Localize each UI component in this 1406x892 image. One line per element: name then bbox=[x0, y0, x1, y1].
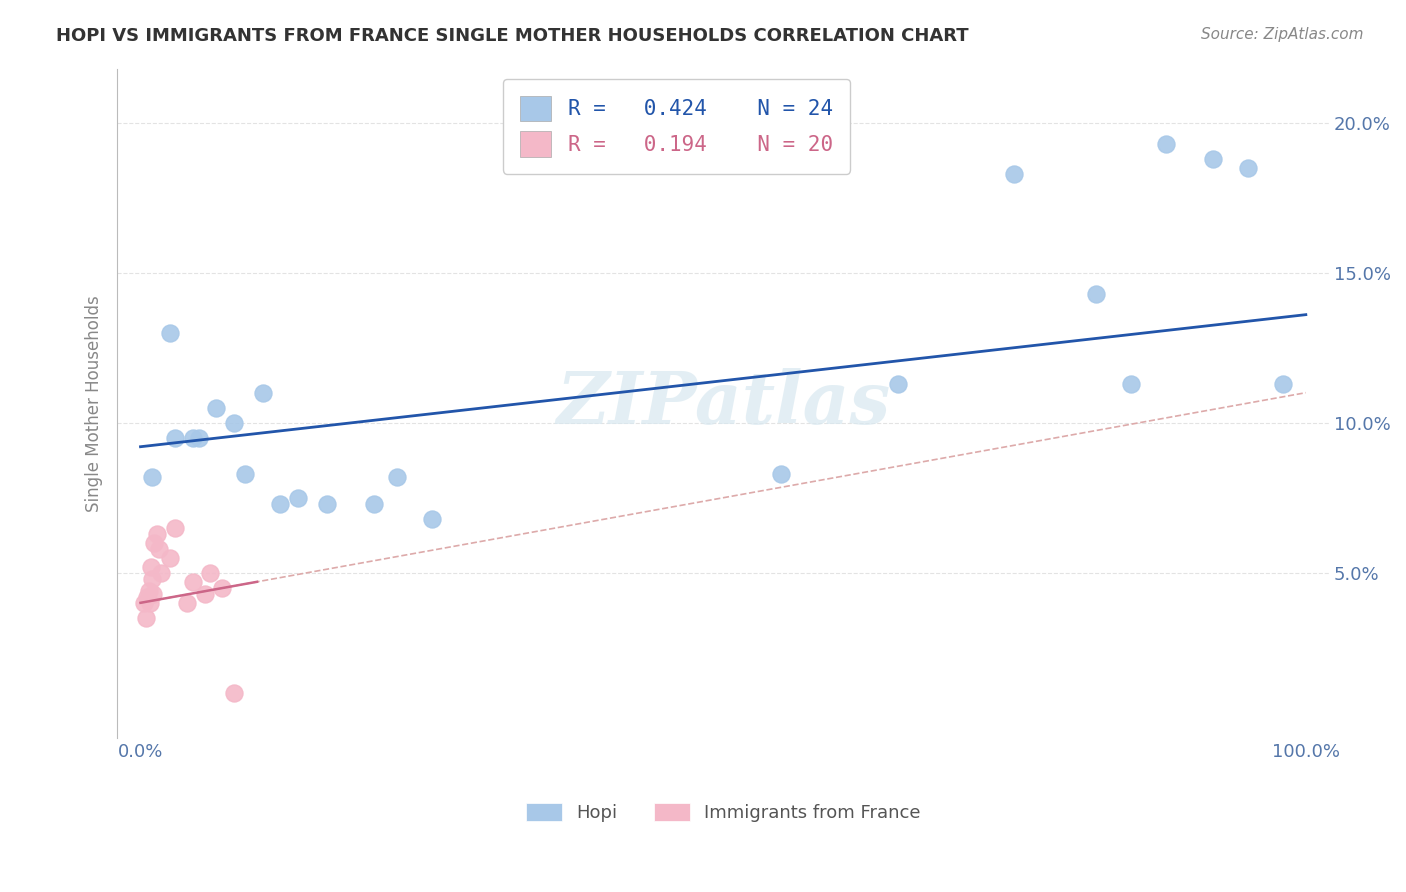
Point bbox=[141, 572, 163, 586]
Point bbox=[1236, 161, 1258, 175]
Point bbox=[205, 401, 228, 415]
Point bbox=[181, 574, 204, 589]
Point bbox=[887, 376, 910, 391]
Point bbox=[1119, 376, 1142, 391]
Point bbox=[159, 326, 181, 340]
Point bbox=[235, 467, 257, 481]
Point bbox=[1201, 152, 1223, 166]
Point bbox=[222, 416, 245, 430]
Text: HOPI VS IMMIGRANTS FROM FRANCE SINGLE MOTHER HOUSEHOLDS CORRELATION CHART: HOPI VS IMMIGRANTS FROM FRANCE SINGLE MO… bbox=[56, 27, 969, 45]
Point bbox=[363, 497, 385, 511]
Point bbox=[141, 469, 163, 483]
Point bbox=[181, 431, 204, 445]
Point bbox=[770, 467, 793, 481]
Point bbox=[187, 431, 209, 445]
Point bbox=[316, 497, 339, 511]
Y-axis label: Single Mother Households: Single Mother Households bbox=[86, 295, 103, 512]
Point bbox=[211, 581, 233, 595]
Point bbox=[135, 611, 157, 625]
Point bbox=[200, 566, 222, 580]
Point bbox=[176, 596, 198, 610]
Legend: Hopi, Immigrants from France: Hopi, Immigrants from France bbox=[517, 794, 929, 831]
Point bbox=[1154, 136, 1177, 151]
Point bbox=[148, 541, 170, 556]
Point bbox=[1271, 376, 1294, 391]
Point bbox=[1004, 167, 1026, 181]
Point bbox=[150, 566, 173, 580]
Point bbox=[142, 587, 165, 601]
Point bbox=[146, 526, 169, 541]
Point bbox=[136, 590, 159, 604]
Point bbox=[138, 583, 160, 598]
Point bbox=[143, 536, 166, 550]
Point bbox=[287, 491, 309, 505]
Point bbox=[132, 596, 155, 610]
Point bbox=[165, 431, 187, 445]
Point bbox=[165, 521, 187, 535]
Point bbox=[139, 559, 162, 574]
Point bbox=[385, 469, 408, 483]
Point bbox=[252, 385, 274, 400]
Point bbox=[159, 550, 181, 565]
Text: Source: ZipAtlas.com: Source: ZipAtlas.com bbox=[1201, 27, 1364, 42]
Point bbox=[222, 686, 245, 700]
Point bbox=[420, 512, 443, 526]
Point bbox=[269, 497, 291, 511]
Text: ZIPatlas: ZIPatlas bbox=[557, 368, 890, 439]
Point bbox=[139, 596, 162, 610]
Point bbox=[194, 587, 217, 601]
Point bbox=[1085, 286, 1108, 301]
